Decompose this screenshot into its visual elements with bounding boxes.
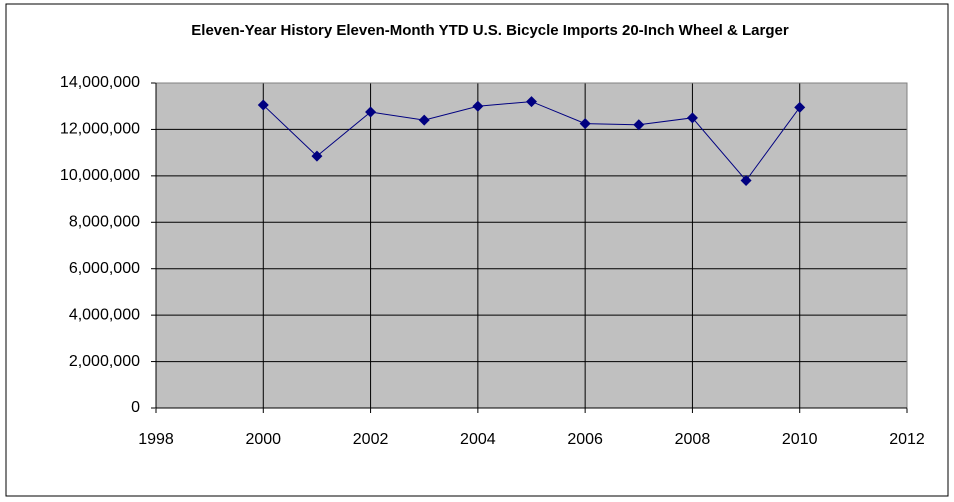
y-tick-label: 14,000,000 xyxy=(60,74,140,91)
data-point xyxy=(794,101,806,113)
data-point xyxy=(472,100,484,112)
y-tick-label: 2,000,000 xyxy=(69,353,140,370)
data-point xyxy=(740,175,752,186)
y-tick-label: 0 xyxy=(131,399,140,416)
y-tick-label: 6,000,000 xyxy=(69,260,140,277)
data-point xyxy=(365,106,377,118)
data-point xyxy=(526,96,537,108)
data-point xyxy=(257,99,269,111)
x-tick-label: 1998 xyxy=(138,431,174,448)
chart-title: Eleven-Year History Eleven-Month YTD U.S… xyxy=(191,22,789,39)
plot-area xyxy=(156,83,907,408)
x-tick-label: 2006 xyxy=(567,431,603,448)
y-tick-label: 4,000,000 xyxy=(69,306,140,323)
x-tick-label: 2004 xyxy=(460,431,496,448)
data-point xyxy=(418,114,430,126)
x-tick-label: 2000 xyxy=(245,431,281,448)
x-tick-label: 2008 xyxy=(675,431,711,448)
x-tick-label: 2012 xyxy=(889,431,925,448)
data-point xyxy=(686,112,698,124)
data-point xyxy=(633,119,645,131)
y-tick-label: 8,000,000 xyxy=(69,214,140,231)
x-tick-label: 2010 xyxy=(782,431,818,448)
y-tick-label: 12,000,000 xyxy=(60,121,140,138)
data-point xyxy=(311,150,323,162)
data-point xyxy=(579,118,591,130)
y-tick-label: 10,000,000 xyxy=(60,167,140,184)
x-tick-label: 2002 xyxy=(353,431,389,448)
